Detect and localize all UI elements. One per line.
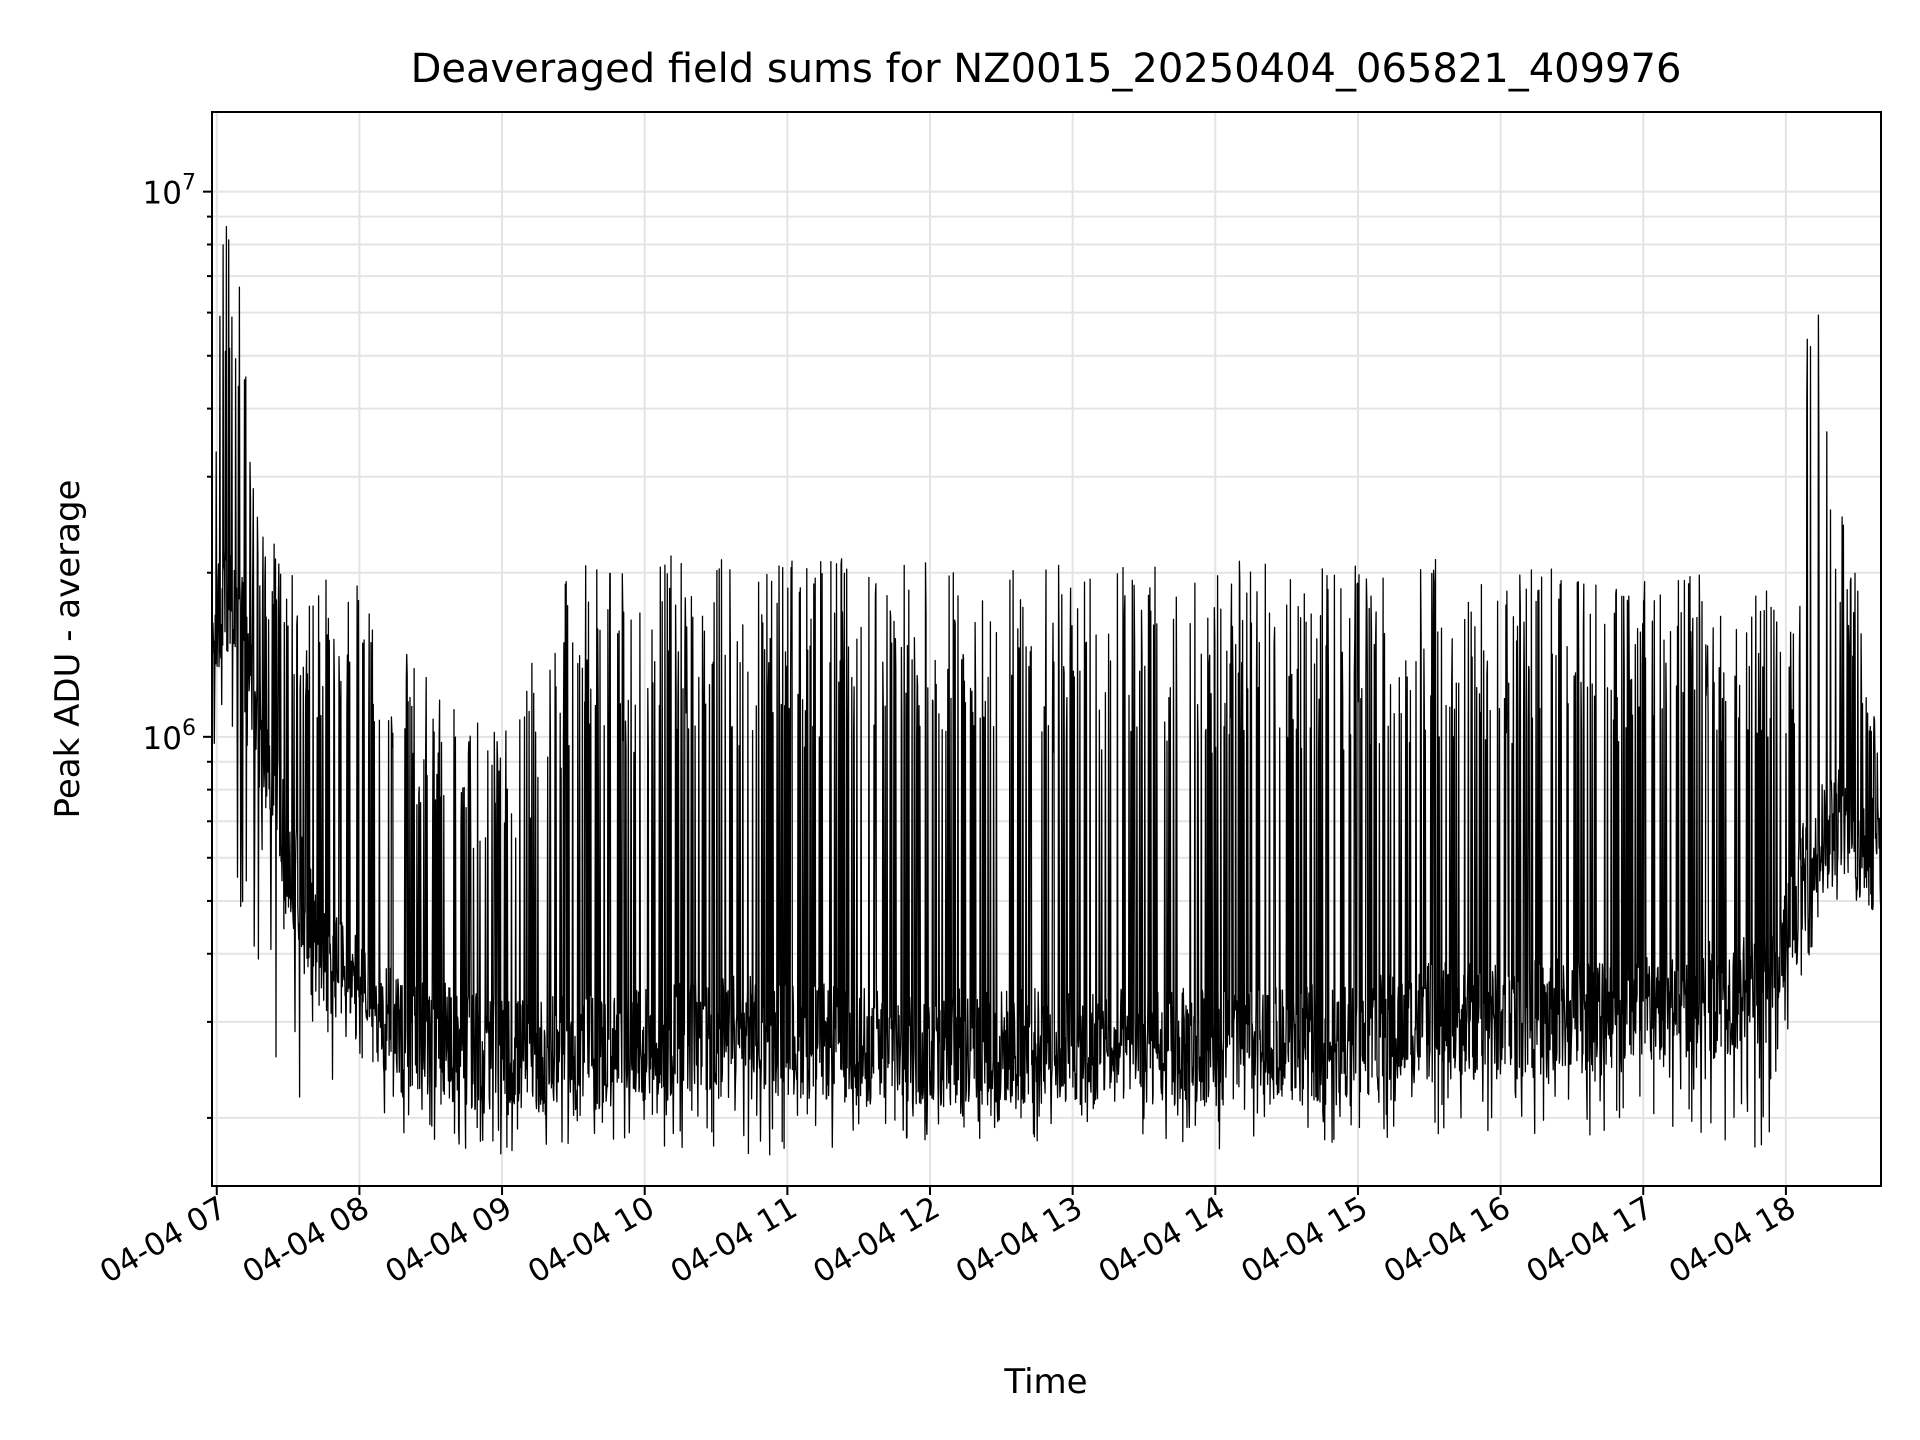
- chart-title: Deaveraged field sums for NZ0015_2025040…: [411, 46, 1682, 92]
- series-layer: [212, 225, 1881, 1156]
- y-axis: 106 107: [143, 171, 212, 1119]
- plot-frame: [211, 111, 1882, 1187]
- x-axis-label: Time: [1003, 1362, 1087, 1402]
- y-axis-label: Peak ADU - average: [48, 480, 88, 819]
- series-line: [212, 225, 1881, 1156]
- y-tick-label: 107: [143, 171, 196, 212]
- y-tick-label: 106: [143, 716, 196, 757]
